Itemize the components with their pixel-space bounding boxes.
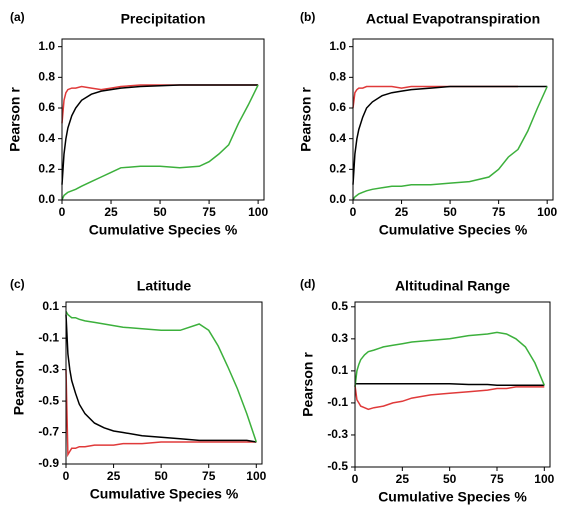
x-axis-label: Cumulative Species % <box>90 486 239 502</box>
x-tick-label: 25 <box>107 469 121 483</box>
x-axis-label: Cumulative Species % <box>89 222 238 238</box>
y-tick-label: -0.5 <box>38 393 59 407</box>
x-tick-label: 100 <box>534 472 554 486</box>
y-tick-label: 0.8 <box>38 70 55 84</box>
y-axis-label: Pearson r <box>7 87 23 152</box>
y-tick-label: 0.5 <box>331 299 348 313</box>
x-tick-label: 0 <box>63 469 70 483</box>
y-tick-label: -0.3 <box>38 362 59 376</box>
y-axis-label: Pearson r <box>298 87 314 152</box>
series-line <box>355 382 545 387</box>
y-axis-label: Pearson r <box>11 350 27 415</box>
panel-label: (c) <box>10 277 25 291</box>
series-line <box>65 369 257 458</box>
y-tick-label: 0.0 <box>329 192 346 206</box>
series-line <box>61 84 259 185</box>
x-tick-label: 50 <box>154 469 168 483</box>
series-line <box>352 86 548 201</box>
axes-frame <box>352 38 554 201</box>
axes-frame <box>354 301 551 468</box>
y-tick-label: 0.1 <box>331 363 348 377</box>
x-tick-label: 25 <box>396 472 410 486</box>
y-tick-label: 0.8 <box>329 70 346 84</box>
y-tick-label: 0.6 <box>329 100 346 114</box>
x-tick-label: 100 <box>248 205 268 219</box>
y-tick-label: 0.6 <box>38 100 55 114</box>
x-tick-label: 50 <box>153 205 167 219</box>
y-tick-label: 0.4 <box>38 131 55 145</box>
y-tick-label: -0.3 <box>327 427 348 441</box>
x-tick-label: 100 <box>537 205 557 219</box>
x-tick-label: 75 <box>490 472 504 486</box>
series-line <box>65 314 257 443</box>
series-line <box>352 85 548 185</box>
x-axis-label: Cumulative Species % <box>378 489 527 505</box>
y-tick-label: 0.2 <box>38 162 55 176</box>
y-axis-label: Pearson r <box>300 352 316 417</box>
x-tick-label: 0 <box>59 205 66 219</box>
y-tick-label: -0.7 <box>38 425 59 439</box>
series-line <box>65 311 258 443</box>
x-tick-label: 0 <box>352 472 359 486</box>
x-tick-label: 75 <box>492 205 506 219</box>
y-tick-label: -0.9 <box>38 456 59 470</box>
x-tick-label: 100 <box>246 469 266 483</box>
x-tick-label: 0 <box>350 205 357 219</box>
chart-title: Altitudinal Range <box>395 278 510 294</box>
y-tick-label: 0.1 <box>42 299 59 313</box>
axes-frame <box>61 38 265 201</box>
panel-label: (d) <box>300 277 315 291</box>
y-tick-label: -0.5 <box>327 459 348 473</box>
series-line <box>61 84 259 124</box>
y-tick-label: 1.0 <box>38 39 55 53</box>
axes-frame <box>65 301 263 465</box>
x-tick-label: 25 <box>395 205 409 219</box>
x-tick-label: 50 <box>443 205 457 219</box>
series-line <box>354 385 545 411</box>
x-axis-label: Cumulative Species % <box>379 222 528 238</box>
y-tick-label: -0.1 <box>38 330 59 344</box>
series-line <box>61 84 259 201</box>
y-tick-label: 0.2 <box>329 162 346 176</box>
y-tick-label: 0.4 <box>329 131 346 145</box>
panel-label: (a) <box>10 10 25 24</box>
x-tick-label: 50 <box>443 472 457 486</box>
series-line <box>352 85 518 109</box>
panel-label: (b) <box>300 10 315 24</box>
y-tick-label: 0.0 <box>38 192 55 206</box>
x-tick-label: 75 <box>202 205 216 219</box>
x-tick-label: 25 <box>104 205 118 219</box>
y-tick-label: 0.3 <box>331 331 348 345</box>
y-tick-label: -0.1 <box>327 395 348 409</box>
chart-title: Actual Evapotranspiration <box>366 11 540 27</box>
chart-title: Precipitation <box>121 11 206 27</box>
series-line <box>354 331 545 387</box>
chart-title: Latitude <box>137 278 192 294</box>
y-tick-label: 1.0 <box>329 39 346 53</box>
x-tick-label: 75 <box>202 469 216 483</box>
